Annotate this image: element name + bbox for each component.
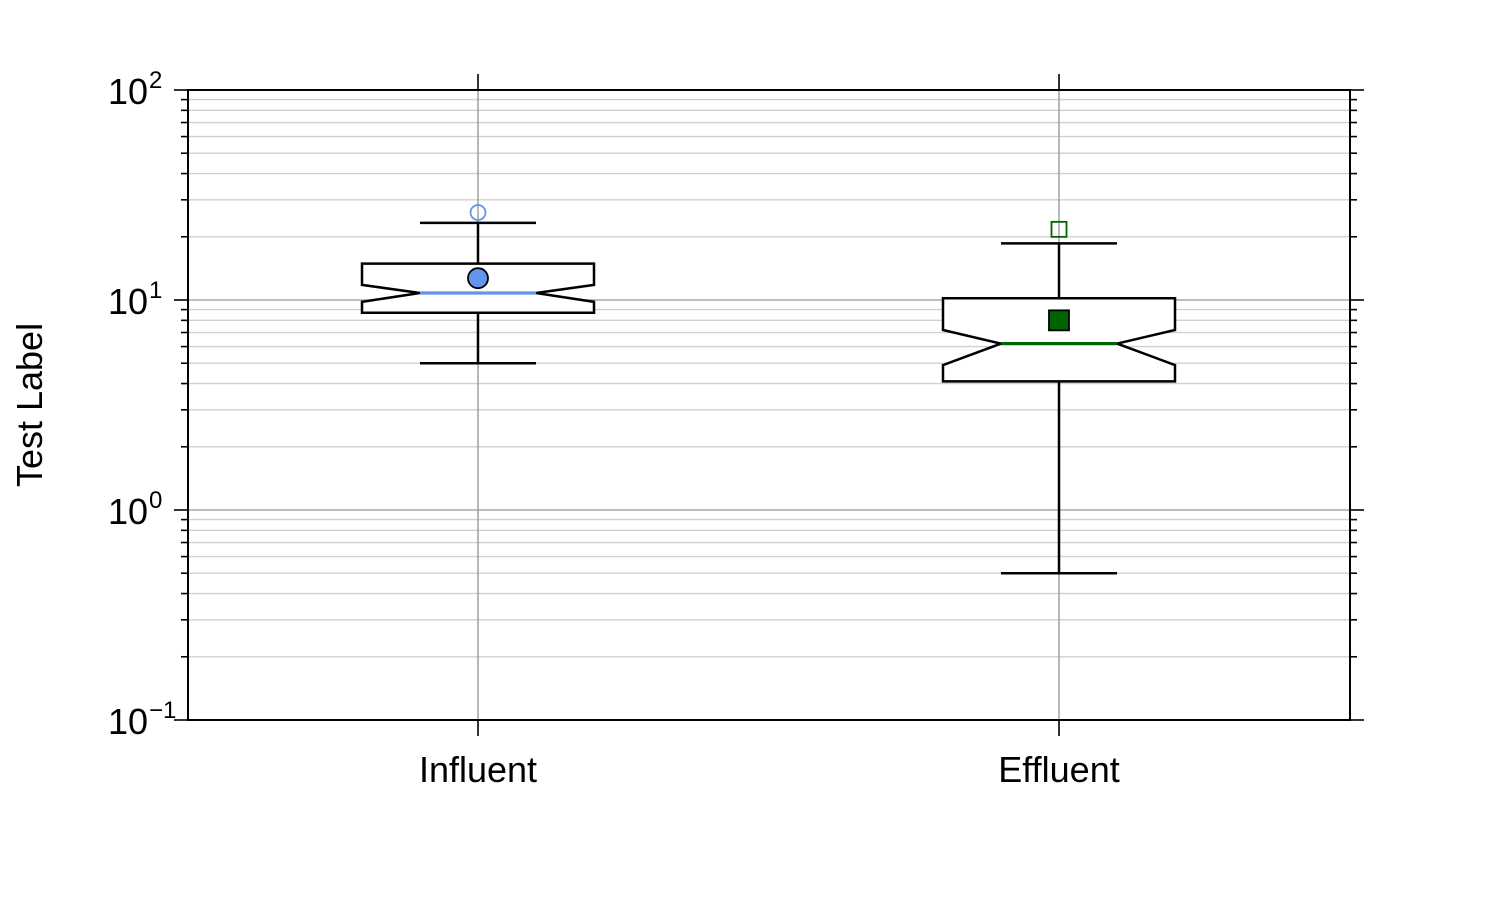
y-tick-exponent: 0 xyxy=(149,487,162,514)
x-tick-label: Effluent xyxy=(998,749,1119,790)
outlier-point xyxy=(1050,220,1068,238)
y-tick-label: 10 xyxy=(108,281,148,322)
y-tick-exponent: 2 xyxy=(149,67,162,94)
outlier-point xyxy=(469,204,487,221)
grid-lines xyxy=(188,90,1350,720)
y-tick-exponent: −1 xyxy=(149,697,176,724)
y-tick-label: 10 xyxy=(108,701,148,742)
x-tick-label: Influent xyxy=(419,749,537,790)
box-influent xyxy=(360,204,596,365)
y-axis-label: Test Label xyxy=(9,323,50,487)
mean-marker xyxy=(467,267,489,290)
notched-box xyxy=(941,296,1177,383)
plot-frame xyxy=(187,89,1351,721)
y-tick-exponent: 1 xyxy=(149,277,162,304)
box-series xyxy=(360,204,1177,575)
mean-marker xyxy=(1048,309,1070,332)
y-tick-label: 10 xyxy=(108,491,148,532)
box-effluent xyxy=(941,220,1177,575)
axis-ticks xyxy=(174,74,1364,736)
y-tick-label: 10 xyxy=(108,71,148,112)
